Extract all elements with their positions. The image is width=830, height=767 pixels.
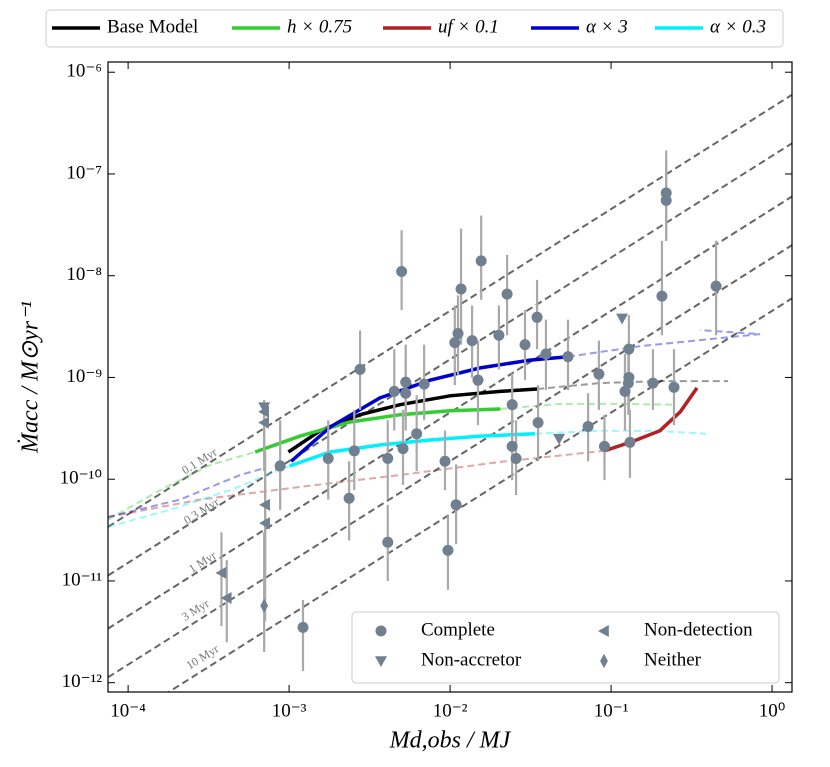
data-point bbox=[493, 329, 505, 341]
legend-marker bbox=[375, 656, 387, 667]
data-point bbox=[260, 598, 269, 613]
data-point bbox=[297, 621, 309, 633]
y-tick-label: 10⁻⁷ bbox=[66, 162, 102, 183]
data-point bbox=[532, 417, 544, 429]
model-line bbox=[290, 354, 569, 463]
model-extension bbox=[108, 402, 673, 521]
data-point bbox=[510, 452, 522, 464]
data-point bbox=[259, 517, 270, 530]
plot-area bbox=[108, 93, 792, 692]
data-point bbox=[472, 374, 484, 386]
data-point bbox=[619, 385, 631, 397]
data-point bbox=[258, 416, 269, 429]
data-point bbox=[506, 399, 518, 411]
data-point bbox=[660, 194, 672, 206]
legend-label: α × 0.3 bbox=[710, 16, 766, 37]
data-point bbox=[397, 443, 409, 455]
data-point bbox=[622, 377, 634, 389]
data-point bbox=[220, 591, 232, 604]
data-point bbox=[624, 436, 636, 448]
x-axis-label: Md,obs / MJ bbox=[389, 728, 512, 754]
legend-label: Non-detection bbox=[644, 619, 753, 640]
legend-marker bbox=[375, 625, 387, 637]
data-point bbox=[343, 492, 355, 504]
data-point bbox=[475, 255, 487, 267]
y-tick-label: 10⁻¹¹ bbox=[62, 569, 103, 590]
data-point bbox=[258, 405, 269, 418]
data-point bbox=[388, 385, 400, 397]
data-point bbox=[598, 440, 610, 452]
data-point bbox=[400, 387, 412, 399]
x-tick-label: 10⁻⁴ bbox=[110, 700, 146, 721]
isochrone bbox=[166, 297, 792, 692]
data-point bbox=[396, 265, 408, 277]
legend-label: uf × 0.1 bbox=[438, 16, 499, 37]
data-point bbox=[623, 343, 635, 355]
data-point bbox=[553, 433, 566, 445]
data-point bbox=[258, 402, 271, 414]
data-point bbox=[354, 363, 366, 375]
x-tick-label: 10⁰ bbox=[759, 700, 786, 721]
model-line bbox=[603, 386, 699, 453]
data-point bbox=[582, 420, 594, 432]
data-point bbox=[215, 566, 227, 579]
legend-label: Neither bbox=[644, 649, 702, 670]
data-point bbox=[274, 460, 286, 472]
data-point bbox=[562, 351, 574, 363]
data-point bbox=[540, 348, 552, 360]
data-point bbox=[656, 290, 668, 302]
data-point bbox=[411, 428, 423, 440]
data-point bbox=[455, 283, 467, 295]
y-tick-label: 10⁻⁹ bbox=[66, 366, 102, 387]
data-point bbox=[710, 280, 722, 292]
legend-label: Non-accretor bbox=[421, 649, 522, 670]
data-point bbox=[322, 452, 334, 464]
data-point bbox=[593, 368, 605, 380]
data-point bbox=[452, 328, 464, 340]
data-point bbox=[382, 536, 394, 548]
x-tick-label: 10⁻¹ bbox=[594, 700, 629, 721]
model-line bbox=[289, 431, 536, 468]
y-tick-label: 10⁻¹² bbox=[62, 671, 103, 692]
x-tick-label: 10⁻² bbox=[433, 700, 468, 721]
y-tick-label: 10⁻¹⁰ bbox=[60, 468, 102, 489]
model-line bbox=[254, 407, 501, 454]
legend-marker bbox=[600, 653, 608, 669]
legend-marker bbox=[598, 625, 609, 637]
data-point bbox=[449, 337, 461, 349]
legend-label: Base Model bbox=[107, 16, 198, 37]
legend-box bbox=[351, 611, 780, 684]
y-axis-label: Ṁacc / M⊙yr⁻¹ bbox=[18, 301, 44, 454]
y-tick-label: 10⁻⁶ bbox=[66, 61, 102, 82]
legend-label: Complete bbox=[421, 619, 495, 640]
data-point bbox=[442, 544, 454, 556]
data-point bbox=[668, 381, 680, 393]
data-point bbox=[647, 377, 659, 389]
data-point bbox=[501, 288, 513, 300]
isochrone bbox=[108, 93, 792, 528]
data-point bbox=[616, 313, 629, 325]
y-tick-label: 10⁻⁸ bbox=[66, 264, 102, 285]
legend-label: α × 3 bbox=[586, 16, 628, 37]
data-point bbox=[348, 445, 360, 457]
legend-label: h × 0.75 bbox=[287, 16, 352, 37]
data-point bbox=[519, 339, 531, 351]
data-point bbox=[450, 499, 462, 511]
data-point bbox=[439, 455, 451, 467]
isochrone bbox=[108, 142, 792, 577]
x-tick-label: 10⁻³ bbox=[272, 700, 307, 721]
data-point bbox=[531, 311, 543, 323]
data-point bbox=[382, 452, 394, 464]
data-point bbox=[506, 440, 518, 452]
model-extension bbox=[108, 329, 761, 518]
data-point bbox=[259, 498, 270, 511]
data-point bbox=[418, 378, 430, 390]
data-point bbox=[400, 376, 412, 388]
data-point bbox=[466, 335, 478, 347]
